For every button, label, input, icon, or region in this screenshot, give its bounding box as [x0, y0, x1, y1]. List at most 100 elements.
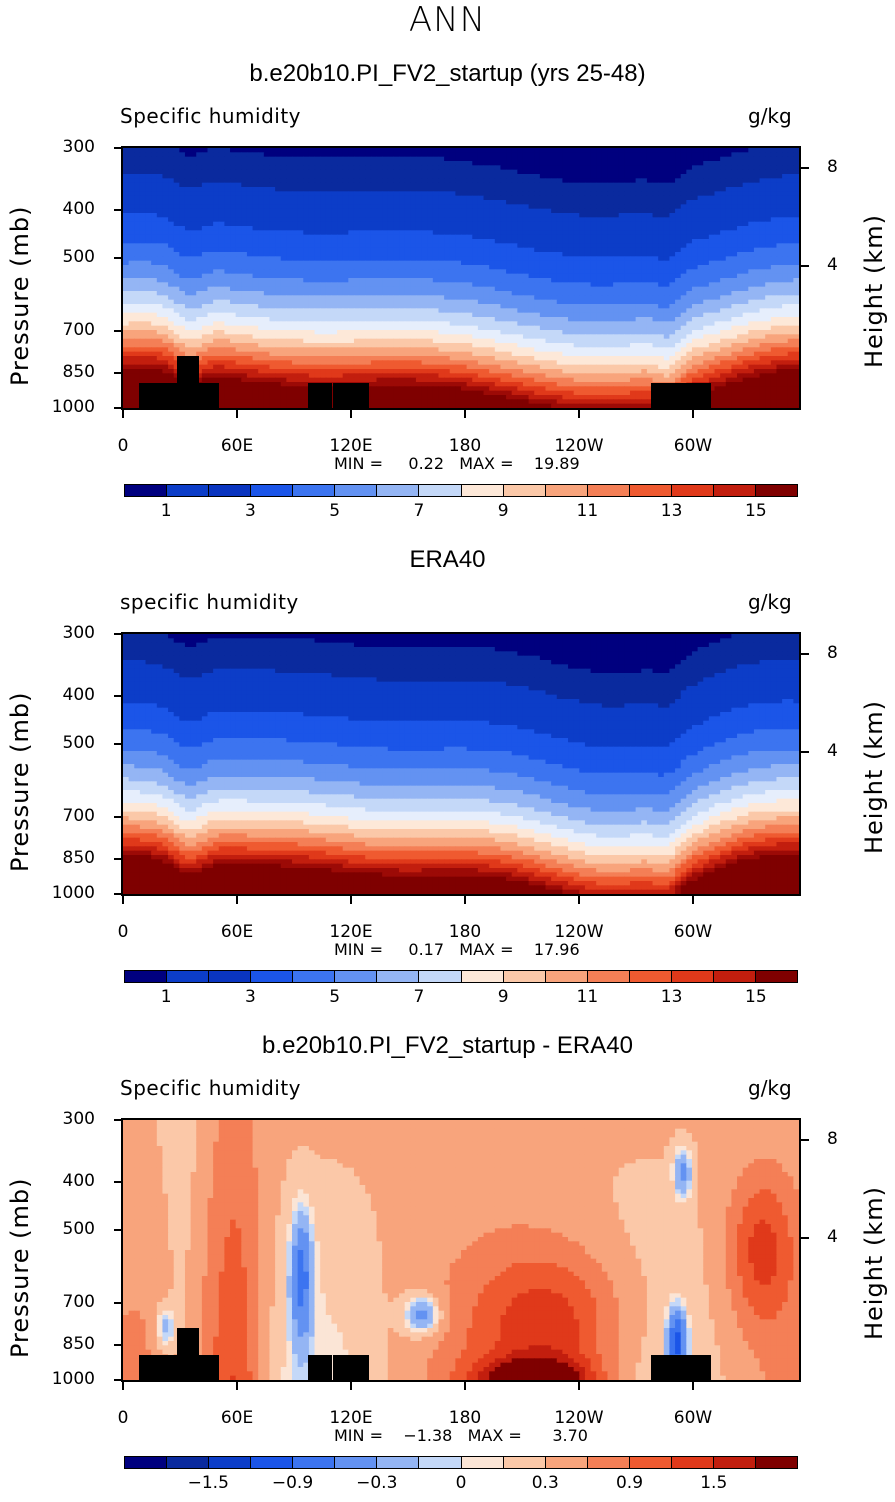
contour-cell — [686, 169, 693, 175]
contour-cell — [663, 174, 671, 179]
contour-cell — [230, 269, 237, 275]
contour-cell — [584, 226, 592, 231]
contour-cell — [477, 221, 485, 227]
contour-cell — [607, 317, 614, 322]
contour-cell — [776, 217, 783, 223]
contour-cell — [613, 260, 620, 266]
contour-cell — [748, 221, 755, 227]
contour-cell — [477, 200, 485, 205]
contour-cell — [703, 200, 710, 205]
contour-cell — [308, 217, 316, 223]
contour-cell — [472, 312, 479, 318]
contour-cell — [793, 291, 799, 296]
contour-cell — [630, 269, 637, 275]
contour-cell — [444, 200, 451, 205]
contour-cell — [579, 291, 586, 296]
contour-cell — [325, 195, 333, 201]
contour-cell — [618, 187, 625, 192]
contour-cell — [353, 234, 361, 240]
contour-cell — [235, 299, 242, 305]
contour-cell — [455, 299, 462, 305]
contour-cell — [325, 200, 333, 205]
contour-cell — [686, 217, 693, 223]
contour-cell — [162, 325, 169, 331]
contour-cell — [353, 308, 361, 314]
contour-cell — [708, 191, 716, 197]
contour-cell — [370, 200, 378, 205]
contour-cell — [207, 291, 214, 296]
contour-cell — [545, 152, 552, 158]
contour-cell — [652, 317, 659, 322]
contour-cell — [742, 178, 749, 184]
contour-cell — [128, 204, 135, 210]
contour-cell — [770, 213, 778, 218]
contour-cell — [652, 217, 659, 223]
contour-cell — [179, 265, 186, 270]
contour-cell — [162, 161, 169, 166]
contour-cell — [511, 152, 518, 158]
contour-cell — [534, 213, 541, 218]
contour-cell — [545, 161, 552, 166]
contour-cell — [545, 286, 552, 292]
contour-cell — [691, 278, 699, 283]
contour-cell — [669, 291, 676, 296]
contour-cell — [686, 256, 693, 262]
contour-cell — [759, 182, 766, 188]
contour-cell — [297, 178, 304, 184]
contour-cell — [325, 221, 333, 227]
contour-cell — [308, 299, 316, 305]
contour-cell — [393, 243, 400, 249]
contour-cell — [280, 239, 287, 244]
contour-cell — [663, 182, 671, 188]
contour-cell — [472, 252, 479, 257]
contour-cell — [630, 226, 637, 231]
contour-cell — [376, 221, 383, 227]
contour-cell — [128, 243, 135, 249]
contour-cell — [601, 234, 609, 240]
contour-cell — [539, 299, 547, 305]
contour-cell — [584, 299, 592, 305]
contour-cell — [477, 213, 485, 218]
contour-cell — [303, 312, 310, 318]
contour-cell — [461, 204, 468, 210]
contour-cell — [708, 265, 716, 270]
contour-cell — [748, 191, 755, 197]
contour-cell — [263, 221, 271, 227]
contour-cell — [669, 273, 676, 279]
contour-cell — [714, 230, 721, 236]
contour-cell — [579, 278, 586, 283]
contour-cell — [151, 252, 158, 257]
contour-cell — [613, 178, 620, 184]
contour-cell — [675, 256, 682, 262]
contour-cell — [714, 273, 721, 279]
contour-cell — [145, 191, 152, 197]
contour-cell — [522, 312, 530, 318]
contour-cell — [714, 178, 721, 184]
contour-cell — [156, 187, 164, 192]
contour-cell — [720, 187, 727, 192]
contour-cell — [303, 182, 310, 188]
contour-cell — [179, 148, 186, 153]
contour-cell — [511, 321, 518, 327]
contour-cell — [742, 252, 749, 257]
contour-cell — [731, 312, 738, 318]
contour-cell — [782, 304, 789, 309]
contour-cell — [213, 195, 220, 201]
contour-cell — [708, 195, 716, 201]
contour-cell — [438, 269, 445, 275]
contour-cell — [292, 260, 299, 266]
contour-cell — [708, 308, 716, 314]
contour-cell — [297, 221, 304, 227]
contour-cell — [737, 230, 744, 236]
contour-cell — [630, 304, 637, 309]
contour-cell — [331, 217, 338, 223]
contour-cell — [646, 295, 654, 301]
contour-cell — [731, 295, 738, 301]
contour-cell — [156, 213, 164, 218]
contour-cell — [511, 200, 518, 205]
contour-cell — [162, 239, 169, 244]
contour-cell — [652, 243, 659, 249]
contour-cell — [753, 252, 761, 257]
contour-cell — [517, 191, 524, 197]
contour-cell — [292, 226, 299, 231]
